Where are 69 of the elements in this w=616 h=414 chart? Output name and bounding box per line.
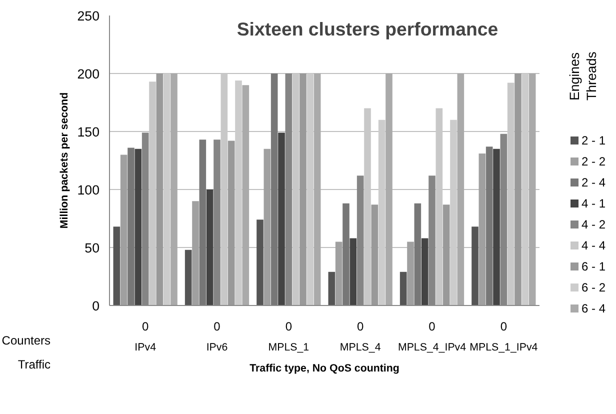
y-tick-label: 250 [77,8,100,24]
x-tick-label: IPv4 [134,342,156,354]
bar [342,203,350,306]
text: Traffic [18,358,50,372]
bar [256,220,264,306]
text: 0 [428,320,436,334]
bar [170,74,178,306]
x-tick-label: MPLS_1_IPv4 [470,342,538,354]
bar [414,203,422,306]
bar [472,226,478,306]
legend-label: 6 - 1 [582,260,606,274]
legend-label: 6 - 2 [582,280,606,294]
bar [442,204,450,306]
bar [335,242,342,306]
legend-label: 2 - 4 [582,176,606,190]
text: 0 [214,320,221,334]
bar [270,74,278,306]
bar [278,132,285,306]
bar [350,238,357,306]
y-tick-label: 50 [84,240,100,256]
bar [192,201,199,306]
text: 0 [500,320,508,334]
legend-title: Engines Threads [567,51,599,100]
legend-label: 2 - 1 [582,134,606,148]
y-axis-title: Million packets per second [58,92,70,229]
bar [156,74,164,306]
bar [128,148,134,306]
bar [300,74,306,306]
legend-label: 2 - 2 [582,154,606,168]
bar [206,190,214,306]
x-tick-label: IPv6 [206,342,228,354]
y-tick-label: 100 [77,182,100,198]
text: Counters [2,334,51,348]
bar [242,85,250,306]
y-tick-label: 150 [77,124,100,140]
x-tick-label: MPLS_4 [340,342,381,354]
x-tick-label: MPLS_4_IPv4 [398,342,466,354]
legend-label: 4 - 1 [582,196,606,210]
bar [407,242,414,306]
bar [528,74,536,306]
x-axis-title: Traffic type, No QoS counting [250,362,400,374]
bar [228,140,235,306]
bar [371,204,378,306]
y-tick-label: 200 [77,66,100,82]
bar [199,140,206,306]
bar [457,74,464,306]
bar [386,74,392,306]
bar [120,154,128,306]
bar [478,154,486,306]
bar [421,238,428,306]
x-tick-label: MPLS_1 [268,342,310,354]
legend-label: 6 - 4 [582,302,606,316]
y-tick-label: 0 [92,298,100,314]
bar [184,250,192,306]
legend-label: 4 - 2 [582,218,606,232]
chart-title: Sixteen clusters performance [236,18,498,40]
bar [493,148,500,306]
bar [486,146,493,306]
bar [134,148,142,306]
text: 0 [285,320,292,334]
text: 0 [356,320,364,334]
bar [264,148,271,306]
bar [328,272,336,306]
text: 0 [142,320,149,334]
bar [113,226,120,306]
bar [514,74,522,306]
bar [314,74,321,306]
legend-label: 4 - 4 [582,238,606,252]
bar [400,272,407,306]
